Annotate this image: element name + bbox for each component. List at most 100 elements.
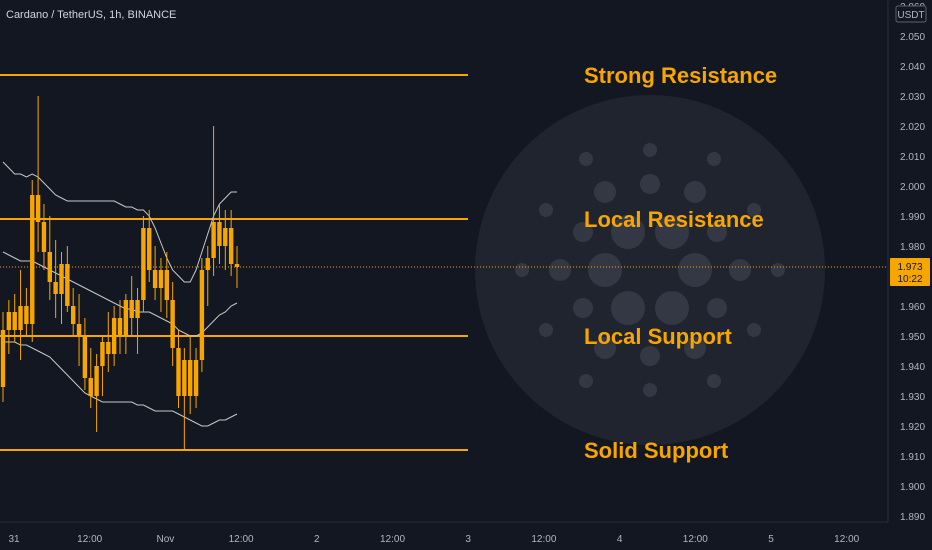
logo-dot — [643, 143, 657, 157]
candle-body — [228, 228, 234, 264]
candle — [76, 294, 82, 366]
candle-body — [106, 342, 111, 354]
logo-dot — [640, 346, 660, 366]
candle-body — [117, 318, 123, 336]
time-tick: Nov — [157, 534, 175, 545]
current-price-label: 1.973 — [897, 262, 922, 273]
logo-dot — [707, 298, 727, 318]
candle — [100, 336, 105, 396]
logo-dot — [684, 181, 706, 203]
time-axis[interactable]: 31 12:00 Nov 12:00 2 12:00 3 12:00 4 12:00 5 12:00 — [0, 521, 888, 545]
candle — [182, 348, 187, 450]
candle-body — [111, 318, 117, 354]
candle — [30, 180, 35, 342]
price-tick: 1.920 — [900, 422, 925, 433]
price-tick: 1.980 — [900, 242, 925, 253]
time-tick: 12:00 — [380, 534, 405, 545]
logo-dot — [594, 181, 616, 203]
candle — [217, 204, 222, 264]
candle-body — [158, 270, 164, 288]
logo-dot — [678, 253, 712, 287]
candle — [65, 246, 70, 312]
price-tick: 1.930 — [900, 392, 925, 403]
candle — [123, 294, 129, 354]
candle — [147, 210, 152, 282]
candle-body — [129, 300, 134, 318]
time-tick: 12:00 — [531, 534, 556, 545]
logo-dot — [539, 323, 553, 337]
candle — [199, 258, 205, 372]
candle — [12, 294, 17, 342]
price-tick: 2.020 — [900, 122, 925, 133]
candle-body — [223, 228, 228, 246]
candle-body — [12, 312, 17, 330]
time-tick: 12:00 — [229, 534, 254, 545]
logo-dot — [707, 374, 721, 388]
price-axis[interactable]: 1.890 1.900 1.910 1.920 1.930 1.940 1.950 1.960… — [887, 0, 932, 550]
logo-dot — [594, 337, 616, 359]
price-tick: 1.890 — [900, 512, 925, 523]
price-tick: 1.900 — [900, 482, 925, 493]
time-tick: 3 — [465, 534, 471, 545]
current-price-badge — [890, 258, 930, 286]
candle-body — [18, 306, 23, 330]
candle — [164, 252, 169, 318]
candle — [211, 126, 216, 276]
candle-body — [82, 336, 88, 378]
candle — [158, 258, 164, 312]
candle-body — [65, 264, 70, 306]
candle-body — [188, 360, 193, 396]
candle-body — [53, 282, 58, 294]
logo-disc — [475, 95, 825, 445]
logo-dot — [579, 152, 593, 166]
candle-body — [135, 300, 140, 318]
price-tick: 2.040 — [900, 62, 925, 73]
currency-badge — [895, 5, 927, 23]
logo-dot — [640, 174, 660, 194]
candle-body — [24, 306, 29, 324]
candle-body — [234, 264, 240, 267]
level-label: Local Support — [584, 324, 733, 349]
candle-body — [123, 300, 129, 336]
candle-body — [100, 342, 105, 366]
candle — [135, 288, 140, 354]
logo-dot — [747, 203, 761, 217]
candle — [111, 306, 117, 366]
level-label: Strong Resistance — [584, 63, 777, 88]
logo-dot — [539, 203, 553, 217]
logo-dot — [573, 298, 593, 318]
price-tick: 1.990 — [900, 212, 925, 223]
candle-body — [193, 360, 199, 396]
candle-body — [199, 270, 205, 360]
time-tick: 5 — [768, 534, 774, 545]
candle-body — [59, 264, 64, 294]
chart-title: Cardano / TetherUS, 1h, BINANCE — [6, 9, 177, 21]
logo-dot — [707, 222, 727, 242]
candle-body — [211, 222, 216, 258]
candle — [71, 288, 76, 336]
candle — [193, 348, 199, 408]
candle — [82, 318, 88, 390]
price-tick: 2.030 — [900, 92, 925, 103]
candle-body — [176, 348, 181, 396]
time-tick: 12:00 — [834, 534, 859, 545]
time-tick: 2 — [314, 534, 320, 545]
candle-body — [41, 222, 47, 252]
countdown-label: 10:22 — [897, 274, 922, 285]
candle — [205, 246, 210, 306]
candle — [170, 282, 175, 366]
candle-body — [141, 228, 146, 300]
candle — [24, 288, 29, 336]
price-tick: 2.050 — [900, 32, 925, 43]
candle — [228, 210, 234, 276]
candle-body — [164, 270, 169, 300]
candle-body — [147, 228, 152, 270]
logo-dot — [655, 291, 689, 325]
candle-body — [35, 195, 41, 222]
logo-dot — [588, 253, 622, 287]
price-tick: 2.010 — [900, 152, 925, 163]
candle-body — [152, 270, 158, 288]
time-tick: 4 — [617, 534, 623, 545]
